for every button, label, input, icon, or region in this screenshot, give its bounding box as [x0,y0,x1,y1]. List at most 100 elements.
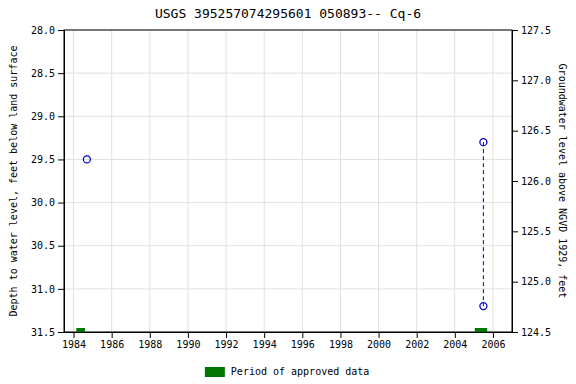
axis-line [65,332,513,333]
tick-label: 125.5 [521,226,551,237]
tick-mark [417,332,418,338]
tick-label: 127.5 [521,25,551,36]
tick-mark [264,332,265,338]
grid-line-y [64,288,512,289]
tick: 1986 [100,332,124,350]
tick-mark [58,159,64,160]
plot: 1984198619881990199219941996199820002002… [31,25,551,350]
tick-mark [512,282,518,283]
grid-line-y [64,245,512,246]
tick-label: 127.0 [521,75,551,86]
title: USGS 395257074295601 050893-- Cq-6 [155,6,421,21]
grid-line-y [64,159,512,160]
grid-line-x [226,30,227,332]
tick-label: 1988 [138,339,162,350]
tick: 1998 [329,332,353,350]
chart: 1984198619881990199219941996199820002002… [0,0,576,384]
tick: 127.0 [512,75,551,86]
grid-line-x [492,30,493,332]
tick-mark [150,332,151,338]
grid-line-x [264,30,265,332]
tick: 31.0 [31,284,64,295]
grid-line-x [111,30,112,332]
tick-mark [58,116,64,117]
grid-line-x [73,30,74,332]
tick: 1996 [291,332,315,350]
tick-label: 126.0 [521,176,551,187]
tick-label: 2004 [443,339,467,350]
grid-line-y [64,116,512,117]
tick-label: 31.5 [31,327,55,338]
tick: 126.0 [512,176,551,187]
tick-label: 31.0 [31,284,55,295]
tick: 2002 [405,332,429,350]
grid-line-y [64,73,512,74]
tick-label: 1996 [291,339,315,350]
tick-label: 2006 [481,339,505,350]
tick-mark [58,203,64,204]
period-bar [475,328,487,332]
tick: 126.5 [512,125,551,136]
tick: 1990 [176,332,200,350]
tick-label: 125.0 [521,276,551,287]
legend-label: Period of approved data [231,366,369,377]
axis-line [64,31,65,333]
tick-mark [58,30,64,31]
grid-line-x [149,30,150,332]
y2-axis: 127.5 127.0 126.5 126.0 125.5 125.0 124.5 [512,25,551,338]
tick: 125.0 [512,276,551,287]
tick-label: 1990 [176,339,200,350]
tick-label: 30.5 [31,240,55,251]
tick-mark [512,131,518,132]
tick-mark [340,332,341,338]
tick: 2006 [481,332,505,350]
y-axis: 28.028.529.029.530.030.531.031.5 [31,25,65,338]
grid [64,30,512,332]
tick-label: 2000 [367,339,391,350]
tick-mark [58,289,64,290]
tick: 2004 [443,332,467,350]
tick: 1984 [62,332,86,350]
chart-container: 1984198619881990199219941996199820002002… [0,0,576,384]
tick-mark [74,332,75,338]
tick-mark [58,246,64,247]
tick-label: 30.0 [31,197,55,208]
y-axis-title: Depth to water level, feet below land su… [8,46,19,317]
tick: 1994 [253,332,277,350]
tick-label: 28.0 [31,25,55,36]
tick-mark [58,73,64,74]
legend: Period of approved data [205,366,369,377]
x-axis: 1984198619881990199219941996199820002002… [62,332,513,350]
tick-label: 1986 [100,339,124,350]
tick: 29.5 [31,154,64,165]
tick-label: 124.5 [521,327,551,338]
tick-mark [302,332,303,338]
grid-line-x [187,30,188,332]
tick-mark [512,332,518,333]
tick-mark [188,332,189,338]
point [83,156,90,163]
tick-label: 29.5 [31,154,55,165]
dashed-line [483,142,484,306]
tick-mark [226,332,227,338]
tick-label: 1998 [329,339,353,350]
tick: 28.0 [31,25,64,36]
tick: 31.5 [31,327,64,338]
tick-mark [512,231,518,232]
grid-line-x [454,30,455,332]
marks [76,139,487,332]
tick-label: 1994 [253,339,277,350]
tick-label: 28.5 [31,68,55,79]
tick-mark [493,332,494,338]
tick: 124.5 [512,327,551,338]
y2-axis-title: Groundwater level above NGVD 1929, feet [557,64,568,299]
tick-mark [512,181,518,182]
tick-mark [455,332,456,338]
tick: 2000 [367,332,391,350]
plot-frame [64,30,512,332]
legend-swatch [205,367,225,377]
tick: 1988 [138,332,162,350]
background [0,0,576,384]
tick: 30.5 [31,240,64,251]
tick-mark [512,80,518,81]
